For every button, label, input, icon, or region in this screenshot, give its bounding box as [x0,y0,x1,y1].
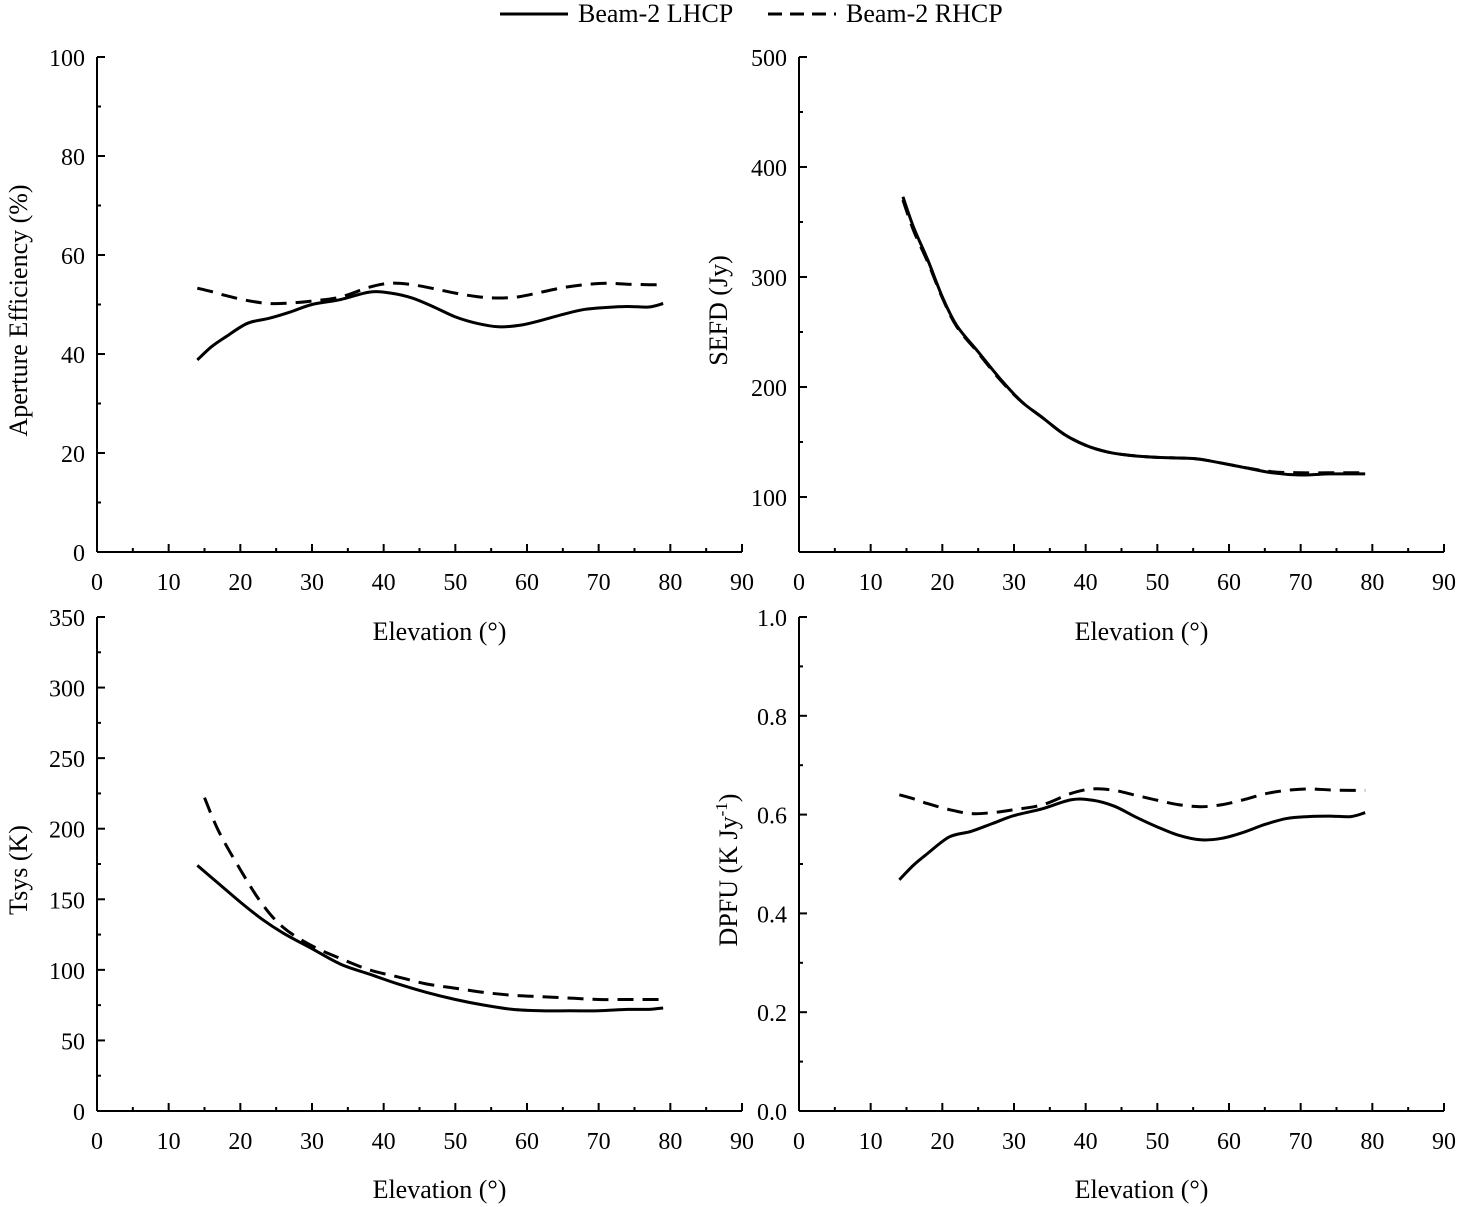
dpfu-y-tick-label: 0.6 [757,804,787,830]
aperture-efficiency-y-tick-label: 80 [61,145,85,171]
dpfu-x-tick-label: 30 [1002,1129,1026,1155]
tsys-x-tick-label: 60 [515,1129,539,1155]
dpfu-y-tick-label: 1.0 [757,606,787,632]
dpfu-x-tick-label: 0 [793,1129,805,1155]
aperture-efficiency-x-tick-label: 80 [658,570,682,596]
sefd-y-tick-label: 200 [751,376,787,402]
tsys-x-tick-label: 10 [157,1129,181,1155]
dpfu-series-lhcp [898,797,1366,881]
dpfu-x-tick-label: 40 [1074,1129,1098,1155]
legend-label-rhcp: Beam-2 RHCP [846,0,1003,28]
aperture-efficiency-x-tick-label: 10 [157,570,181,596]
sefd-x-tick-label: 10 [859,570,883,596]
sefd-series-rhcp [901,199,1366,475]
tsys-x-tick-label: 30 [300,1129,324,1155]
sefd-x-tick-label: 80 [1360,570,1384,596]
aperture-efficiency-y-axis-title: Aperture Efficiency (%) [4,184,33,436]
sefd-x-tick-label: 30 [1002,570,1026,596]
sefd-x-tick-label: 50 [1145,570,1169,596]
aperture-efficiency-x-tick-label: 70 [587,570,611,596]
aperture-efficiency-x-tick-label: 90 [730,570,754,596]
dpfu-y-axis-title: DPFU (K Jy-1) [712,794,743,947]
aperture-efficiency-series-rhcp [196,281,664,306]
aperture-efficiency-x-axis-title: Elevation (°) [373,617,507,646]
aperture-efficiency-x-tick-label: 30 [300,570,324,596]
panel-tsys: 0 10 20 30 40 50 60 70 80 90 0 50 100 150 200 250 300 350… [4,606,754,1204]
aperture-efficiency-y-tick-label: 0 [73,541,85,567]
sefd-x-axis-title: Elevation (°) [1075,617,1209,646]
sefd-y-axis-title: SEFD (Jy) [704,255,733,366]
sefd-x-tick-label: 60 [1217,570,1241,596]
aperture-efficiency-x-tick-label: 20 [228,570,252,596]
aperture-efficiency-y-tick-label: 20 [61,442,85,468]
dpfu-x-tick-label: 20 [930,1129,954,1155]
dpfu-y-tick-label: 0.4 [757,902,787,928]
dpfu-y-axis-title-suffix: ) [714,794,743,803]
legend: Beam-2 LHCP Beam-2 RHCP [500,0,1003,28]
aperture-efficiency-series-lhcp [196,290,664,362]
tsys-x-axis-title: Elevation (°) [373,1175,507,1204]
dpfu-x-axis-title: Elevation (°) [1075,1175,1209,1204]
dpfu-x-tick-label: 90 [1432,1129,1456,1155]
aperture-efficiency-x-tick-label: 60 [515,570,539,596]
aperture-efficiency-y-tick-label: 60 [61,244,85,270]
dpfu-x-tick-label: 50 [1145,1129,1169,1155]
tsys-x-tick-label: 70 [587,1129,611,1155]
sefd-series-lhcp [901,196,1366,477]
panel-aperture-efficiency: 0 10 20 30 40 50 60 70 80 90 0 20 40 60 80 100 Elevation… [4,46,754,646]
tsys-x-tick-label: 40 [372,1129,396,1155]
tsys-y-tick-label: 100 [49,959,85,985]
sefd-y-tick-label: 500 [751,46,787,72]
sefd-x-tick-label: 40 [1074,570,1098,596]
tsys-y-tick-label: 250 [49,747,85,773]
aperture-efficiency-y-tick-label: 40 [61,343,85,369]
sefd-x-tick-label: 0 [793,570,805,596]
dpfu-x-tick-label: 60 [1217,1129,1241,1155]
dpfu-y-tick-label: 0.0 [757,1100,787,1126]
tsys-y-axis-title: Tsys (K) [4,825,33,915]
aperture-efficiency-y-tick-label: 100 [49,46,85,72]
tsys-y-tick-label: 200 [49,818,85,844]
dpfu-y-axis-title-superscript: -1 [712,802,731,816]
dpfu-y-tick-label: 0.2 [757,1001,787,1027]
tsys-y-tick-label: 50 [61,1029,85,1055]
sefd-y-tick-label: 300 [751,266,787,292]
tsys-x-tick-label: 50 [443,1129,467,1155]
dpfu-x-tick-label: 10 [859,1129,883,1155]
dpfu-y-tick-label: 0.8 [757,705,787,731]
sefd-x-tick-label: 20 [930,570,954,596]
dpfu-x-tick-label: 70 [1289,1129,1313,1155]
tsys-y-tick-label: 300 [49,677,85,703]
panel-sefd: 0 10 20 30 40 50 60 70 80 90 100 200 300 400 500 Elevat… [704,46,1456,646]
tsys-y-tick-label: 150 [49,888,85,914]
dpfu-series-rhcp [898,787,1366,816]
tsys-series-rhcp [203,797,664,1002]
sefd-y-tick-label: 400 [751,156,787,182]
dpfu-x-tick-label: 80 [1360,1129,1384,1155]
sefd-x-tick-label: 70 [1289,570,1313,596]
panel-dpfu: 0 10 20 30 40 50 60 70 80 900.00.20.40.60.81.0Ele… [712,606,1456,1204]
legend-label-lhcp: Beam-2 LHCP [578,0,733,28]
aperture-efficiency-x-tick-label: 40 [372,570,396,596]
tsys-x-tick-label: 0 [91,1129,103,1155]
sefd-x-tick-label: 90 [1432,570,1456,596]
tsys-x-tick-label: 20 [228,1129,252,1155]
tsys-y-tick-label: 0 [73,1100,85,1126]
tsys-x-tick-label: 90 [730,1129,754,1155]
tsys-series-lhcp [196,864,664,1013]
sefd-y-tick-label: 100 [751,486,787,512]
aperture-efficiency-x-tick-label: 50 [443,570,467,596]
tsys-y-tick-label: 350 [49,606,85,632]
tsys-x-tick-label: 80 [658,1129,682,1155]
aperture-efficiency-x-tick-label: 0 [91,570,103,596]
